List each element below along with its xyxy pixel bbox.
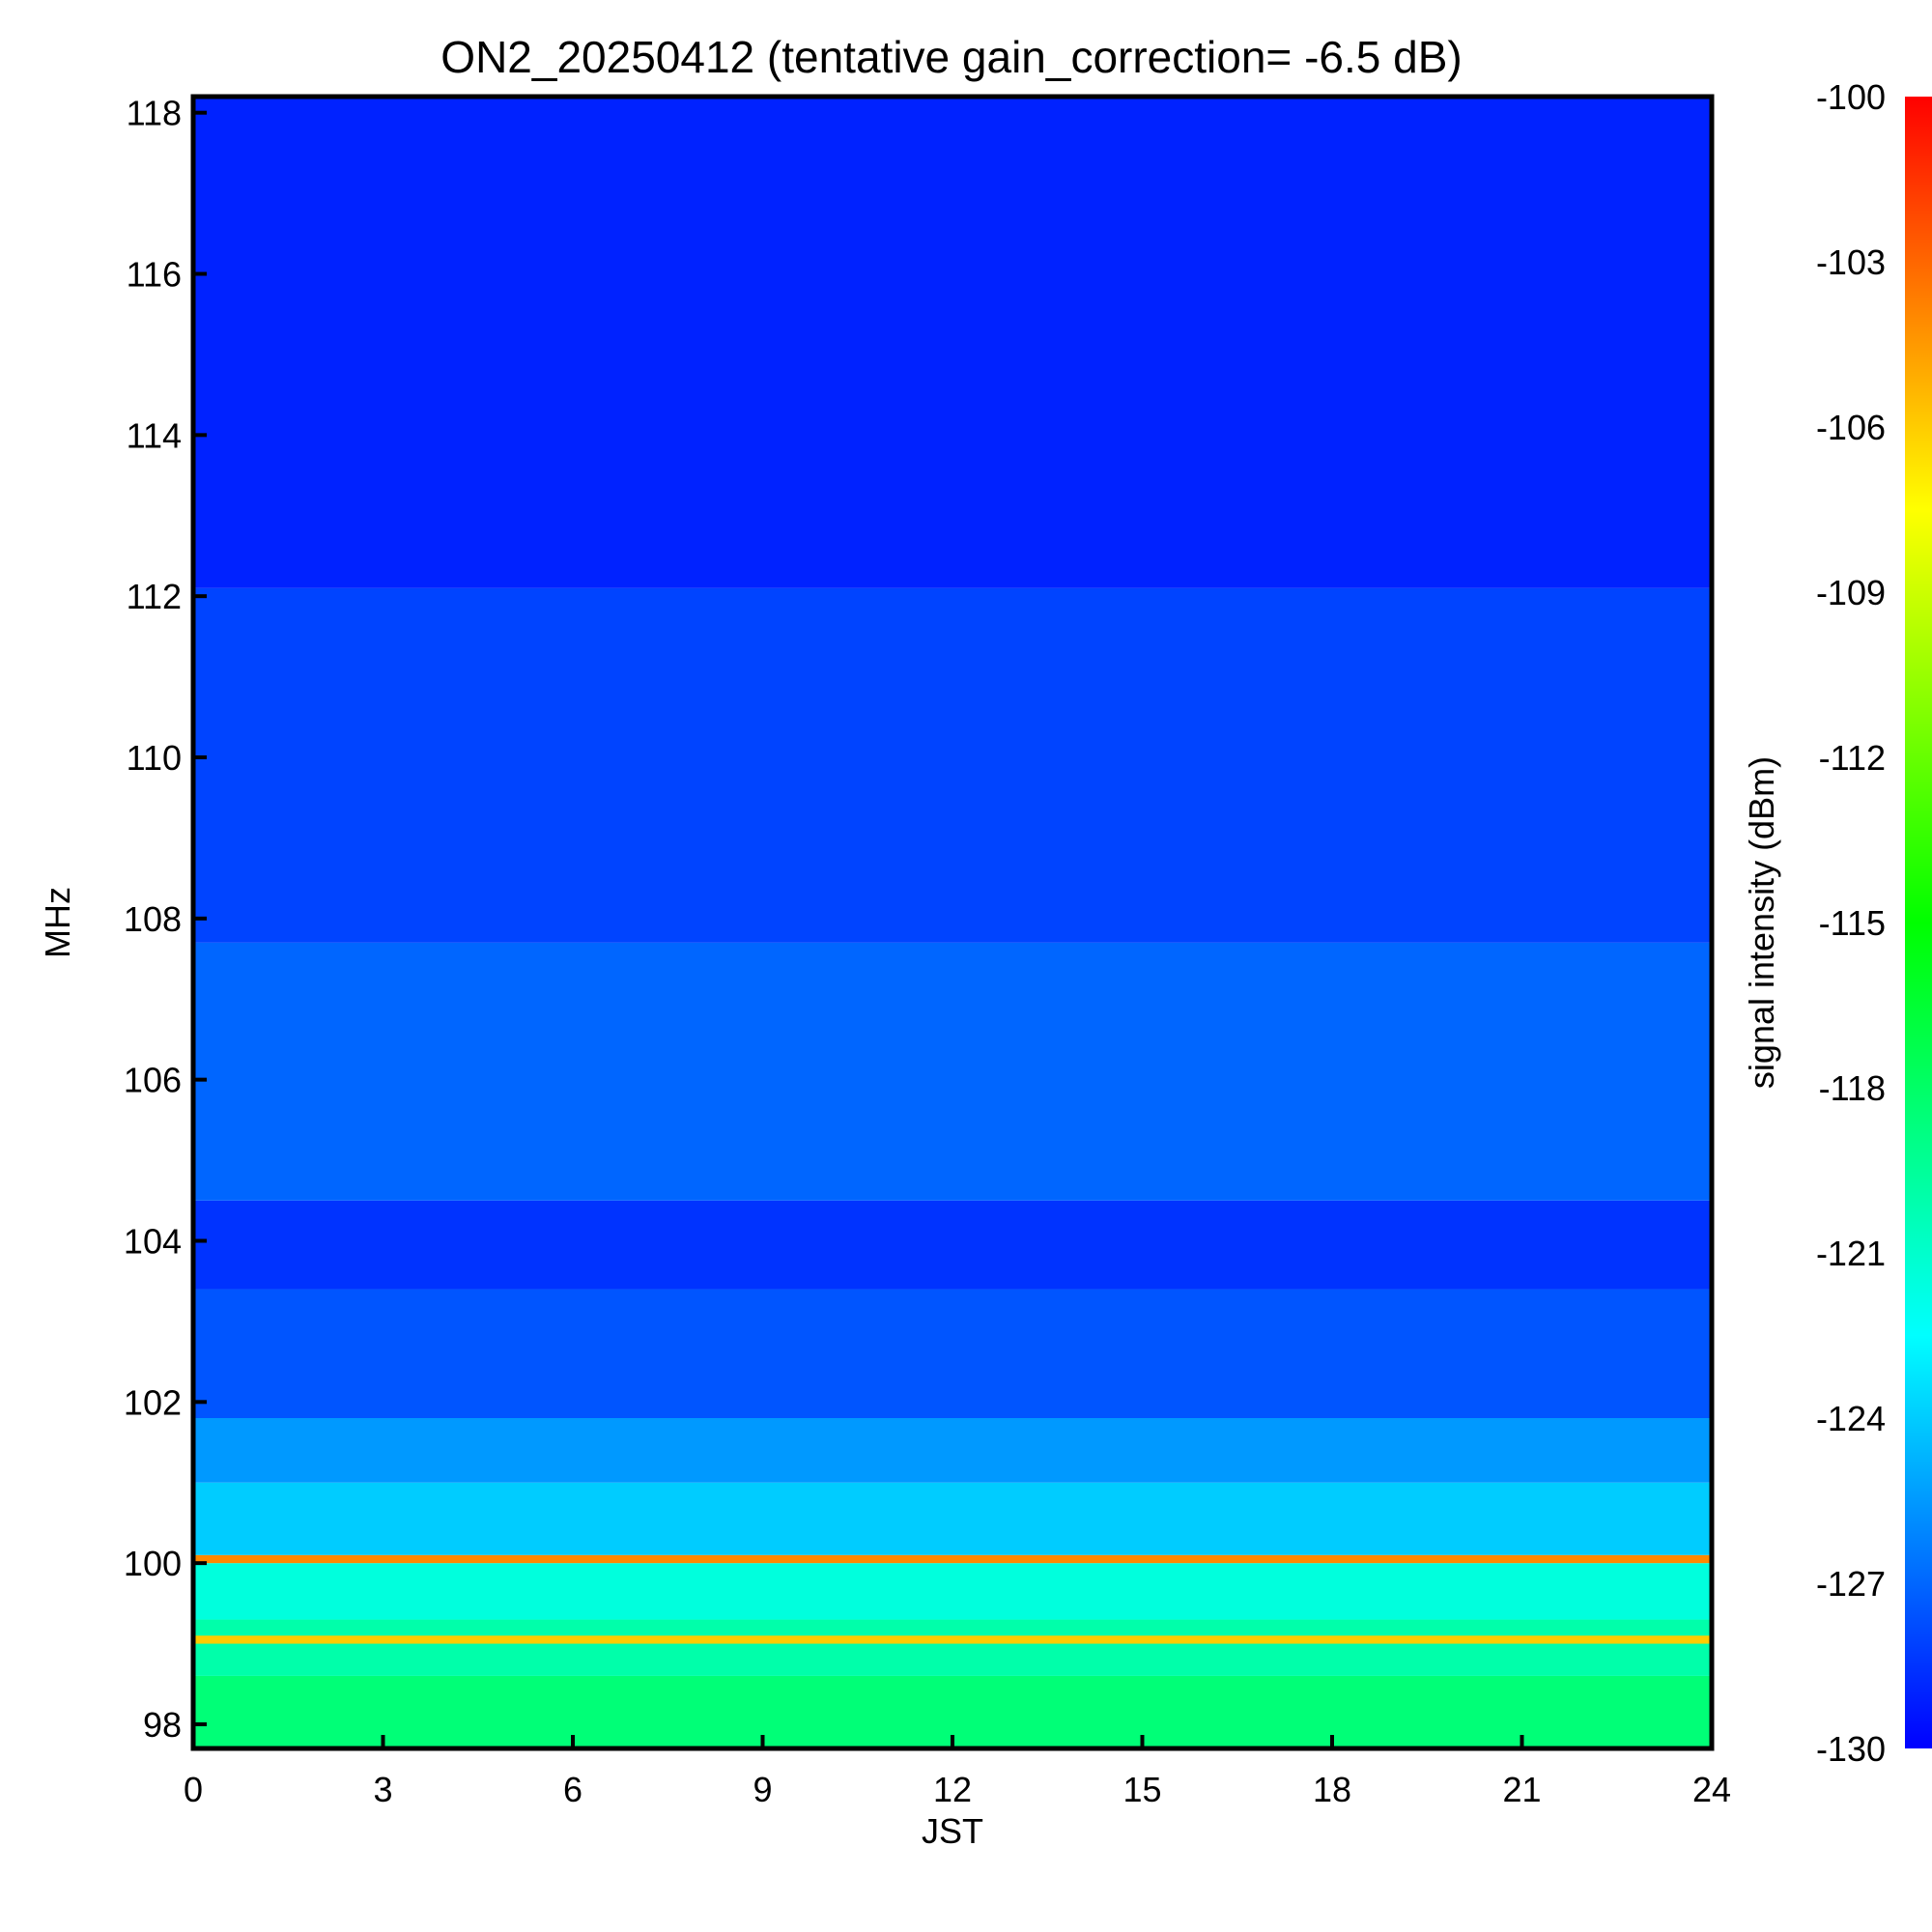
colorbar-tick-label: -103: [1816, 242, 1886, 282]
x-axis-label: JST: [922, 1811, 983, 1851]
x-tick-label: 18: [1313, 1770, 1351, 1809]
colorbar: [1905, 97, 1932, 1748]
x-tick-label: 12: [933, 1770, 972, 1809]
heatmap-band: [193, 587, 1712, 943]
colorbar-label: signal intensity (dBm): [1742, 756, 1781, 1089]
y-tick-label: 102: [124, 1382, 182, 1422]
x-tick-label: 21: [1502, 1770, 1541, 1809]
colorbar-tick-label: -127: [1816, 1564, 1886, 1604]
x-axis-ticks: 0 3 6 9 12 15 18 21 24: [184, 1735, 1731, 1809]
y-tick-label: 108: [124, 899, 182, 939]
colorbar-tick-label: -100: [1816, 77, 1886, 117]
y-tick-label: 110: [127, 738, 182, 778]
heatmap-band: [193, 97, 1712, 588]
heatmap-band: [193, 1619, 1712, 1676]
colorbar-tick-label: -115: [1819, 903, 1886, 943]
heatmap-band: [193, 1482, 1712, 1555]
y-tick-label: 104: [124, 1221, 182, 1261]
y-tick-label: 116: [127, 255, 182, 295]
y-tick-label: 114: [127, 415, 182, 455]
colorbar-tick-label: -124: [1816, 1399, 1886, 1438]
heatmap-band: [193, 1554, 1712, 1564]
heatmap-area: [193, 97, 1712, 1748]
colorbar-tick-label: -121: [1816, 1234, 1886, 1273]
y-tick-label: 100: [124, 1544, 182, 1583]
colorbar-tick-label: -109: [1816, 573, 1886, 612]
heatmap-band: [193, 1635, 1712, 1644]
colorbar-tick-label: -106: [1816, 408, 1886, 447]
colorbar-tick-label: -112: [1819, 738, 1886, 778]
y-tick-label: 112: [127, 577, 182, 616]
heatmap-band: [193, 1418, 1712, 1483]
y-tick-label: 118: [127, 94, 182, 133]
chart-title: ON2_20250412 (tentative gain_correction=…: [440, 32, 1462, 82]
x-tick-label: 15: [1122, 1770, 1161, 1809]
heatmap-band: [193, 1200, 1712, 1290]
x-tick-label: 24: [1692, 1770, 1731, 1809]
colorbar-tick-label: -118: [1819, 1068, 1886, 1108]
y-axis-label: MHz: [38, 887, 77, 958]
x-tick-label: 3: [373, 1770, 392, 1809]
x-tick-label: 6: [563, 1770, 582, 1809]
y-tick-label: 98: [143, 1705, 182, 1745]
x-tick-label: 0: [184, 1770, 203, 1809]
heatmap-band: [193, 1289, 1712, 1418]
y-tick-label: 106: [124, 1061, 182, 1100]
y-axis-ticks: 98 100 102 104 106 108 110 112 114 116 118: [124, 94, 207, 1745]
colorbar-ticks: -100 -103 -106 -109 -112 -115 -118 -121 -124 -127…: [1816, 77, 1886, 1769]
heatmap-band: [193, 1563, 1712, 1620]
colorbar-tick-label: -130: [1816, 1729, 1886, 1769]
x-tick-label: 9: [753, 1770, 772, 1809]
heatmap-band: [193, 942, 1712, 1201]
